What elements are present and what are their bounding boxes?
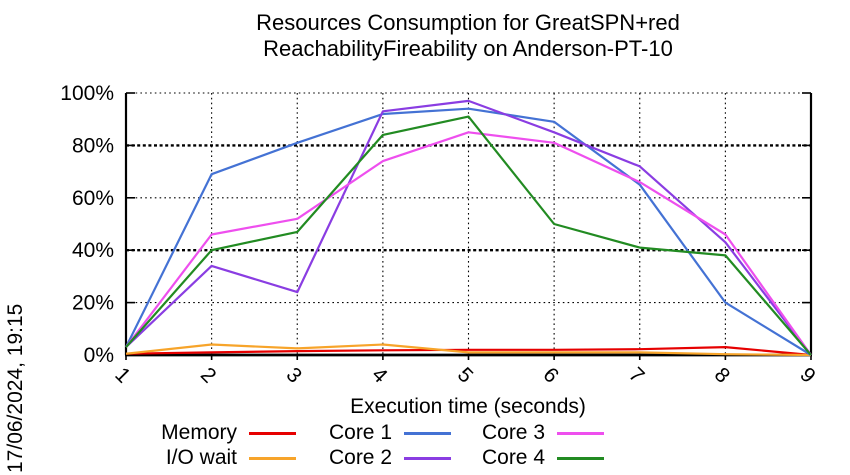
- chart-title-line1: Resources Consumption for GreatSPN+red: [256, 10, 680, 35]
- legend-item-core2: Core 2: [280, 446, 451, 470]
- legend-swatch-core4: [557, 456, 604, 460]
- x-tick-label-1: 1: [110, 363, 135, 388]
- legend-swatch-io-wait: [249, 456, 296, 460]
- x-tick-label-2: 2: [196, 363, 221, 388]
- y-tick-label-20: 20%: [72, 292, 114, 315]
- x-tick-label-6: 6: [538, 363, 563, 388]
- x-tick-label-7: 7: [624, 363, 649, 388]
- series-line-memory: [125, 346, 812, 357]
- legend-swatch-core3: [557, 431, 604, 435]
- legend-swatch-core2: [404, 456, 451, 460]
- legend-item-io-wait: I/O wait: [125, 446, 296, 470]
- legend-swatch-core1: [404, 431, 451, 435]
- legend-item-core3: Core 3: [433, 421, 604, 445]
- series-line-core-1: [125, 107, 812, 356]
- chart-title: Resources Consumption for GreatSPN+red R…: [86, 10, 850, 62]
- legend-label-core2: Core 2: [328, 446, 392, 469]
- legend-item-memory: Memory: [125, 421, 296, 445]
- x-tick-label-5: 5: [453, 363, 478, 388]
- legend-label-core3: Core 3: [481, 421, 545, 444]
- legend-label-memory: Memory: [161, 421, 237, 444]
- legend-item-core4: Core 4: [433, 446, 604, 470]
- legend-item-core1: Core 1: [280, 421, 451, 445]
- legend-swatch-memory: [249, 431, 296, 435]
- chart-title-line2: ReachabilityFireability on Anderson-PT-1…: [263, 36, 673, 61]
- legend-label-core1: Core 1: [328, 421, 392, 444]
- y-tick-label-100: 100%: [60, 82, 114, 105]
- y-tick-label-0: 0%: [84, 344, 114, 367]
- series-line-i-o-wait: [125, 343, 812, 357]
- x-axis-label: Execution time (seconds): [350, 395, 586, 418]
- x-tick-label-8: 8: [710, 363, 735, 388]
- x-tick-label-9: 9: [795, 363, 820, 388]
- legend-label-io-wait: I/O wait: [165, 446, 237, 469]
- x-tick-label-4: 4: [367, 363, 392, 388]
- y-tick-label-60: 60%: [72, 187, 114, 210]
- y-tick-label-40: 40%: [72, 239, 114, 262]
- series-line-core-4: [125, 115, 812, 356]
- series-line-core-3: [125, 131, 812, 356]
- x-tick-label-3: 3: [282, 363, 307, 388]
- legend-label-core4: Core 4: [481, 446, 545, 469]
- y-tick-label-80: 80%: [72, 134, 114, 157]
